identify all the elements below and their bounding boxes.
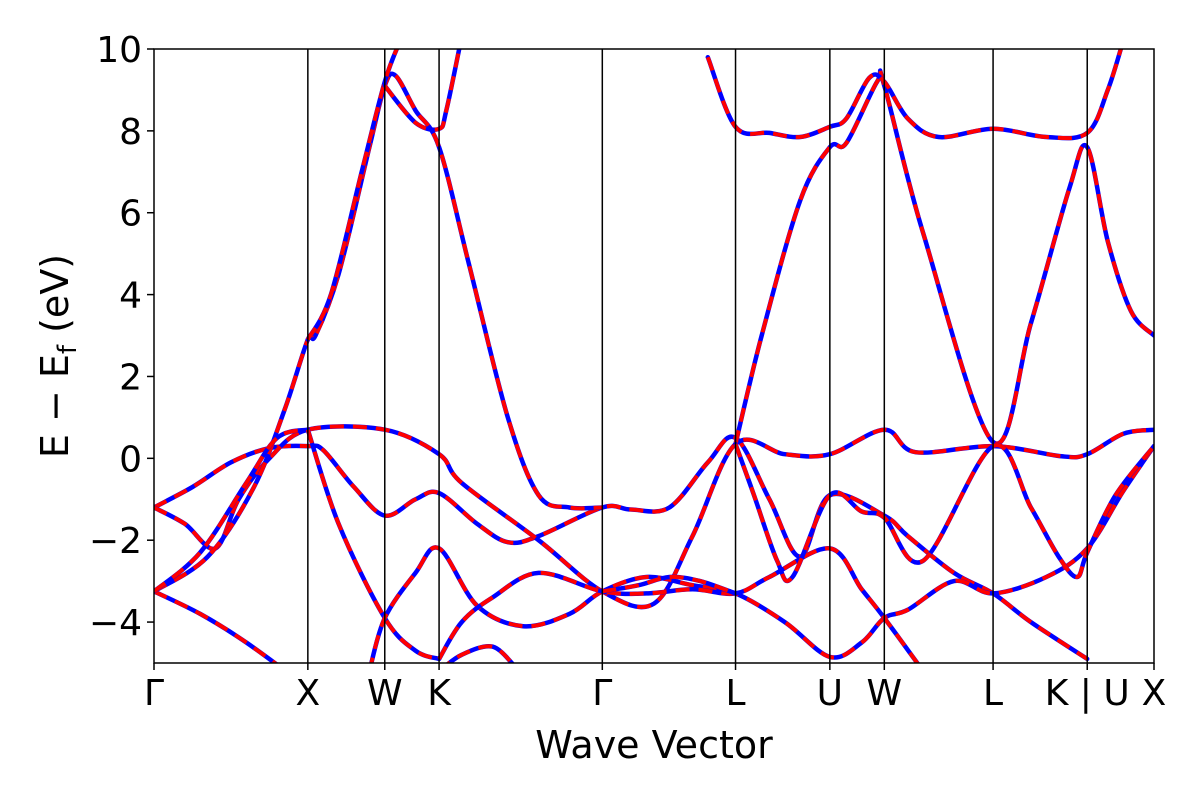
x-tick-label-9: K | U — [1045, 673, 1130, 714]
band-0-overlay — [154, 434, 1089, 661]
x-tick-label-7: W — [867, 673, 903, 714]
band-9-reference — [305, 427, 442, 662]
x-tick-label-5: L — [726, 673, 746, 714]
bands-layer — [154, 49, 1154, 663]
y-tick-label-0: 10 — [96, 30, 142, 71]
y-axis-label: E − Ef (eV) — [33, 254, 83, 458]
y-tick-label-3: 4 — [119, 276, 142, 317]
y-axis-label-sub: f — [53, 344, 83, 354]
band-8-overlay — [154, 427, 309, 593]
y-axis: 10 8 6 4 2 0 −2 −4 — [89, 30, 154, 644]
band-14-overlay — [733, 443, 1154, 584]
x-tick-label-2: W — [367, 673, 403, 714]
x-axis-label: Wave Vector — [535, 723, 773, 767]
band-7-overlay — [154, 589, 279, 663]
band-13-overlay — [601, 574, 737, 596]
x-tick-label-10: X — [1142, 673, 1167, 714]
band-8-reference — [154, 427, 311, 594]
x-tick-label-3: K — [427, 673, 452, 714]
band-11-overlay — [437, 546, 920, 663]
y-tick-label-7: −4 — [89, 603, 142, 644]
x-tick-label-8: L — [983, 673, 1003, 714]
band-0-reference — [154, 434, 1090, 662]
y-axis-label-unit: (eV) — [33, 254, 77, 345]
band-9-overlay — [305, 429, 440, 661]
plot-frame — [153, 48, 1155, 664]
x-tick-label-4: Γ — [592, 673, 612, 714]
band-14-reference — [733, 441, 1154, 584]
band-5-overlay — [733, 68, 1154, 446]
y-tick-label-1: 8 — [119, 112, 142, 153]
y-axis-label-main: E − E — [33, 354, 77, 458]
band-7-reference — [154, 589, 279, 663]
kpoint-lines — [307, 49, 1088, 663]
y-tick-label-5: 0 — [119, 439, 142, 480]
x-tick-label-6: U — [817, 673, 843, 714]
y-tick-label-6: −2 — [89, 521, 142, 562]
x-tick-label-1: X — [296, 673, 321, 714]
band-12-reference — [445, 643, 515, 663]
x-tick-label-0: Γ — [144, 673, 164, 714]
y-tick-label-2: 6 — [119, 194, 142, 235]
band-12-overlay — [445, 644, 515, 663]
y-tick-label-4: 2 — [119, 357, 142, 398]
band-10-overlay — [369, 444, 1154, 663]
band-3-overlay — [306, 49, 399, 341]
band-6-overlay — [705, 49, 1123, 141]
